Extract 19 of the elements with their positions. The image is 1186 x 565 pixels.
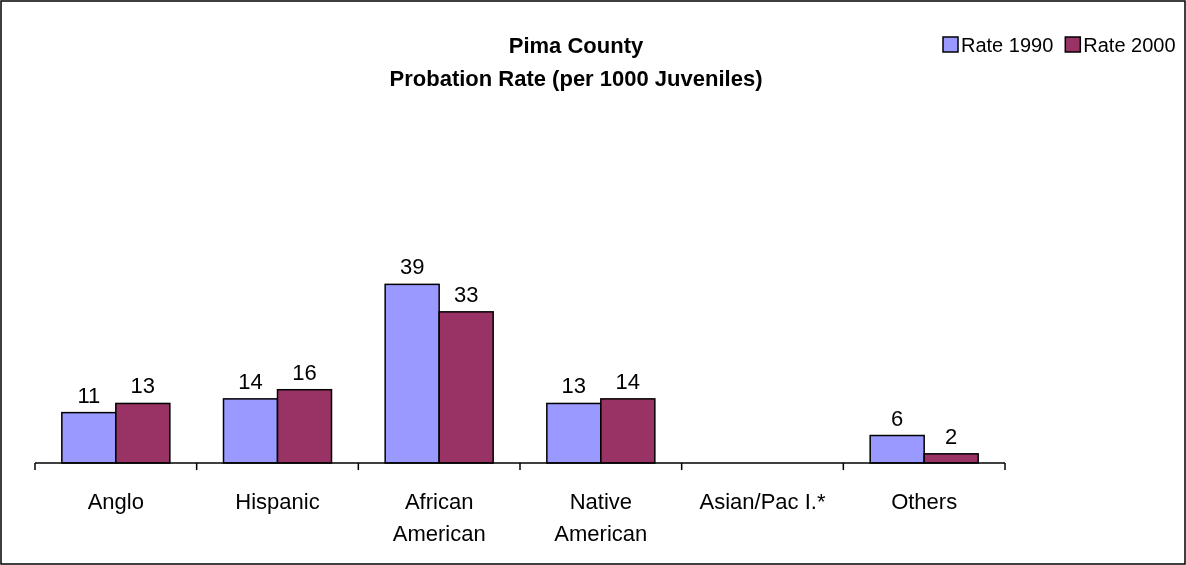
data-label: 14 — [238, 368, 263, 394]
legend-label: Rate 1990 — [961, 34, 1054, 56]
chart-title: Pima County Probation Rate (per 1000 Juveniles) — [389, 33, 763, 91]
data-label: 33 — [453, 281, 479, 307]
data-label: 13 — [561, 373, 587, 399]
x-tick-label: Hispanic — [235, 489, 320, 514]
data-label: 13 — [130, 373, 156, 399]
x-tick-label: Asian/Pac I.* — [699, 489, 826, 514]
data-label: 39 — [399, 254, 425, 280]
data-label: 14 — [615, 368, 641, 394]
x-tick-label: Native American — [554, 489, 648, 546]
data-label: 6 — [891, 405, 904, 431]
x-tick-label: Anglo — [87, 489, 144, 514]
legend-label: Rate 2000 — [1083, 34, 1176, 56]
data-label: 11 — [77, 382, 101, 408]
data-label: 2 — [945, 423, 958, 449]
data-label: 16 — [292, 359, 317, 385]
x-tick-label: African American — [392, 489, 486, 546]
x-tick-label: Others — [891, 489, 958, 514]
